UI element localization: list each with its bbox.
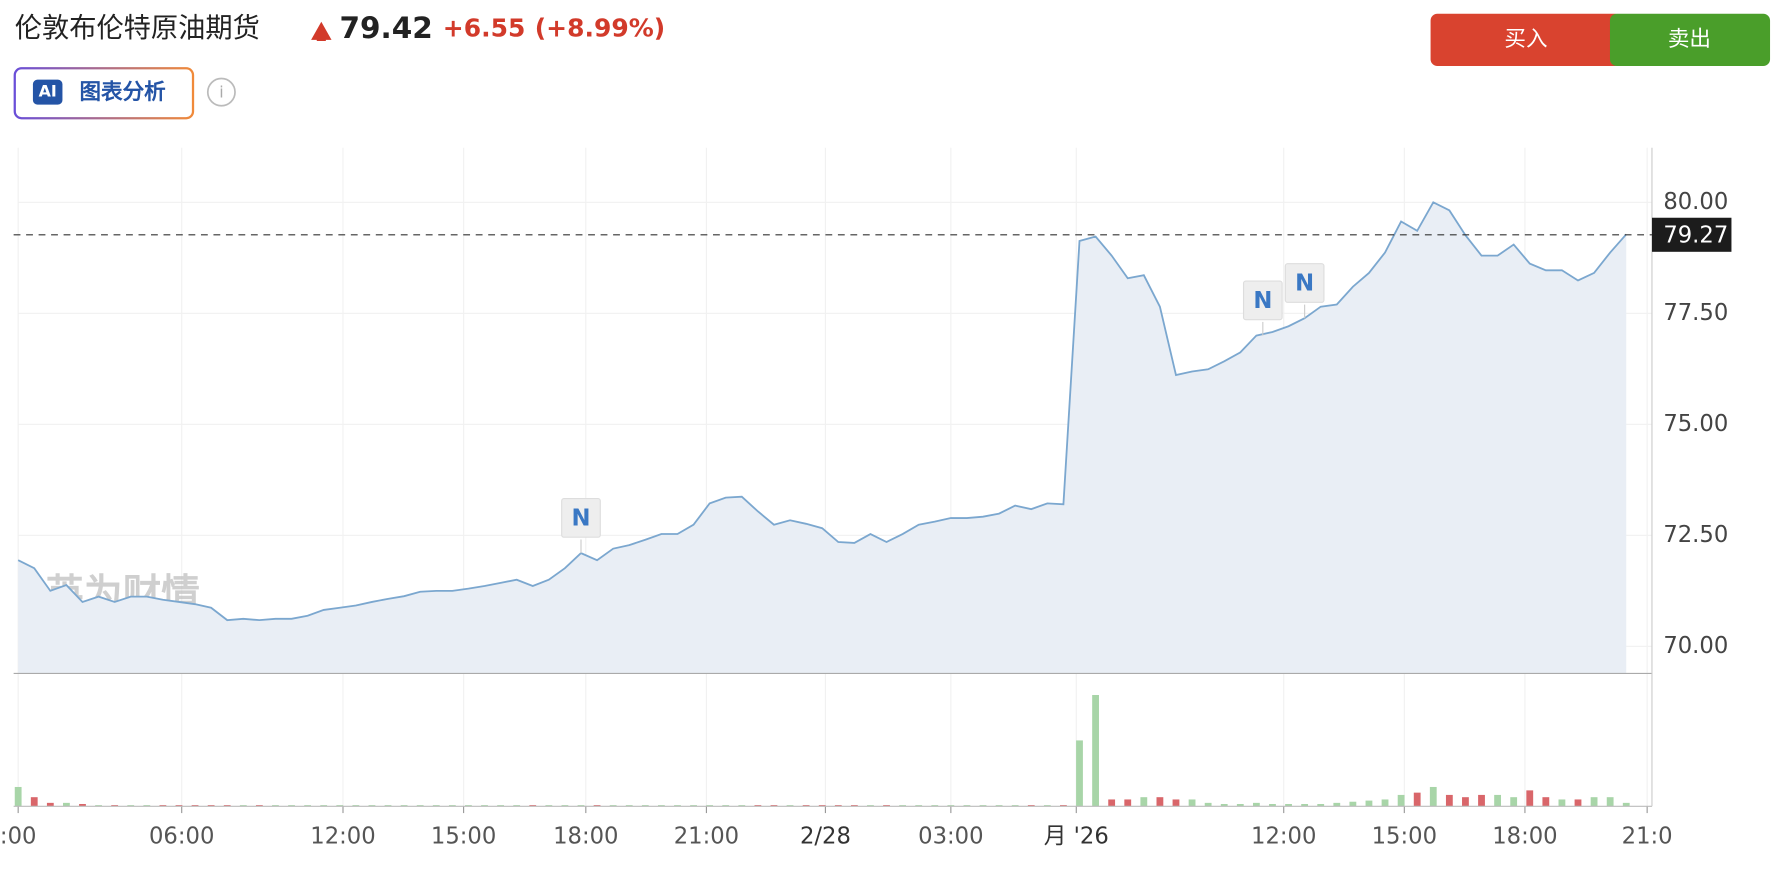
x-tick-label: 03:00 [918,823,983,849]
x-tick-label: 12:00 [310,823,375,849]
volume-bar [1349,801,1357,807]
x-tick-label: 月 '26 [1044,823,1109,849]
info-i: i [219,83,223,102]
news-label: N [571,506,590,532]
x-tick-label: 06:00 [149,823,214,849]
volume-bar [1526,790,1534,807]
volume-bar [30,797,38,807]
volume-bar [63,802,70,807]
volume-bar [1285,803,1292,807]
volume-bar [1494,794,1502,807]
y-tick-label: 77.50 [1663,300,1728,326]
volume-bar [1172,799,1180,807]
x-tick-label: :00 [0,823,36,849]
volume-bar [1462,797,1469,807]
area [18,202,1627,674]
volume-bar [1542,797,1550,807]
volume-bar [1558,799,1566,807]
volume-bar [1381,799,1389,807]
x-tick-label: 21:0 [1622,823,1673,849]
volume-bar [1429,786,1437,807]
volume-bar [1252,802,1260,807]
sell-button[interactable] [1609,13,1771,67]
x-tick-label: 21:00 [674,823,739,849]
volume-bar [1140,797,1148,807]
volume-bar [1574,799,1582,807]
x-tick-label: 2/28 [800,823,851,849]
x-tick-label: 15:00 [431,823,496,849]
volume-bar [1333,802,1341,807]
change-pct: (+8.99%) [535,14,665,43]
x-tick-label: 18:00 [1492,823,1557,849]
price-line [17,201,1627,622]
x-tick-label: 15:00 [1372,823,1437,849]
volume-bar [1365,800,1373,807]
x-tick-label: 18:00 [553,823,618,849]
volume-bar [1236,803,1244,807]
volume-bar [1108,799,1116,807]
volume-bar [1156,797,1164,807]
ai-badge: AI [39,82,57,101]
volume-bar [1397,794,1405,807]
last-price-label: 79.27 [1663,222,1728,248]
news-label: N [1295,271,1314,297]
title: 伦敦布伦特原油期货 [15,13,260,44]
volume-bar [79,803,86,807]
volume-bar [1606,797,1614,807]
news-marker [561,498,601,538]
info-icon[interactable] [206,77,236,107]
volume-bar [1445,794,1453,807]
volume-bar [1622,802,1630,807]
ai-label[interactable]: 图表分析 [79,80,166,105]
y-tick-label: 75.00 [1663,411,1728,437]
news-marker [1284,263,1325,303]
sell-label[interactable]: 卖出 [1668,27,1711,52]
y-tick-label: 70.00 [1663,633,1728,659]
volume-bar [1124,799,1132,807]
volume-bar [1413,792,1421,807]
volume-bar [46,802,54,807]
buy-button[interactable] [1430,13,1622,67]
ai-icon [32,79,63,105]
volume-bar [1076,740,1083,807]
news-marker [1242,280,1283,321]
x-tick-label: 12:00 [1251,823,1316,849]
volume-bar [1204,802,1212,807]
volume-bar [1092,695,1099,807]
volume-bar [1188,799,1196,807]
y-tick-label: 72.50 [1663,522,1728,548]
volume-bar [1301,803,1309,807]
up-arrow [311,21,332,42]
news-label: N [1253,288,1272,314]
volume-bar [1220,803,1228,807]
last-price-box [1651,217,1732,252]
volume-bar [1478,794,1485,807]
volume-bar [1510,797,1518,807]
price: 79.42 [339,11,432,45]
change: +6.55 [443,14,526,43]
volume-bar [14,786,22,807]
volume-bar [1269,803,1276,807]
volume-bar [1590,797,1598,807]
volume-bar [1317,803,1325,807]
y-tick-label: 80.00 [1663,189,1728,215]
buy-label[interactable]: 买入 [1504,27,1547,52]
